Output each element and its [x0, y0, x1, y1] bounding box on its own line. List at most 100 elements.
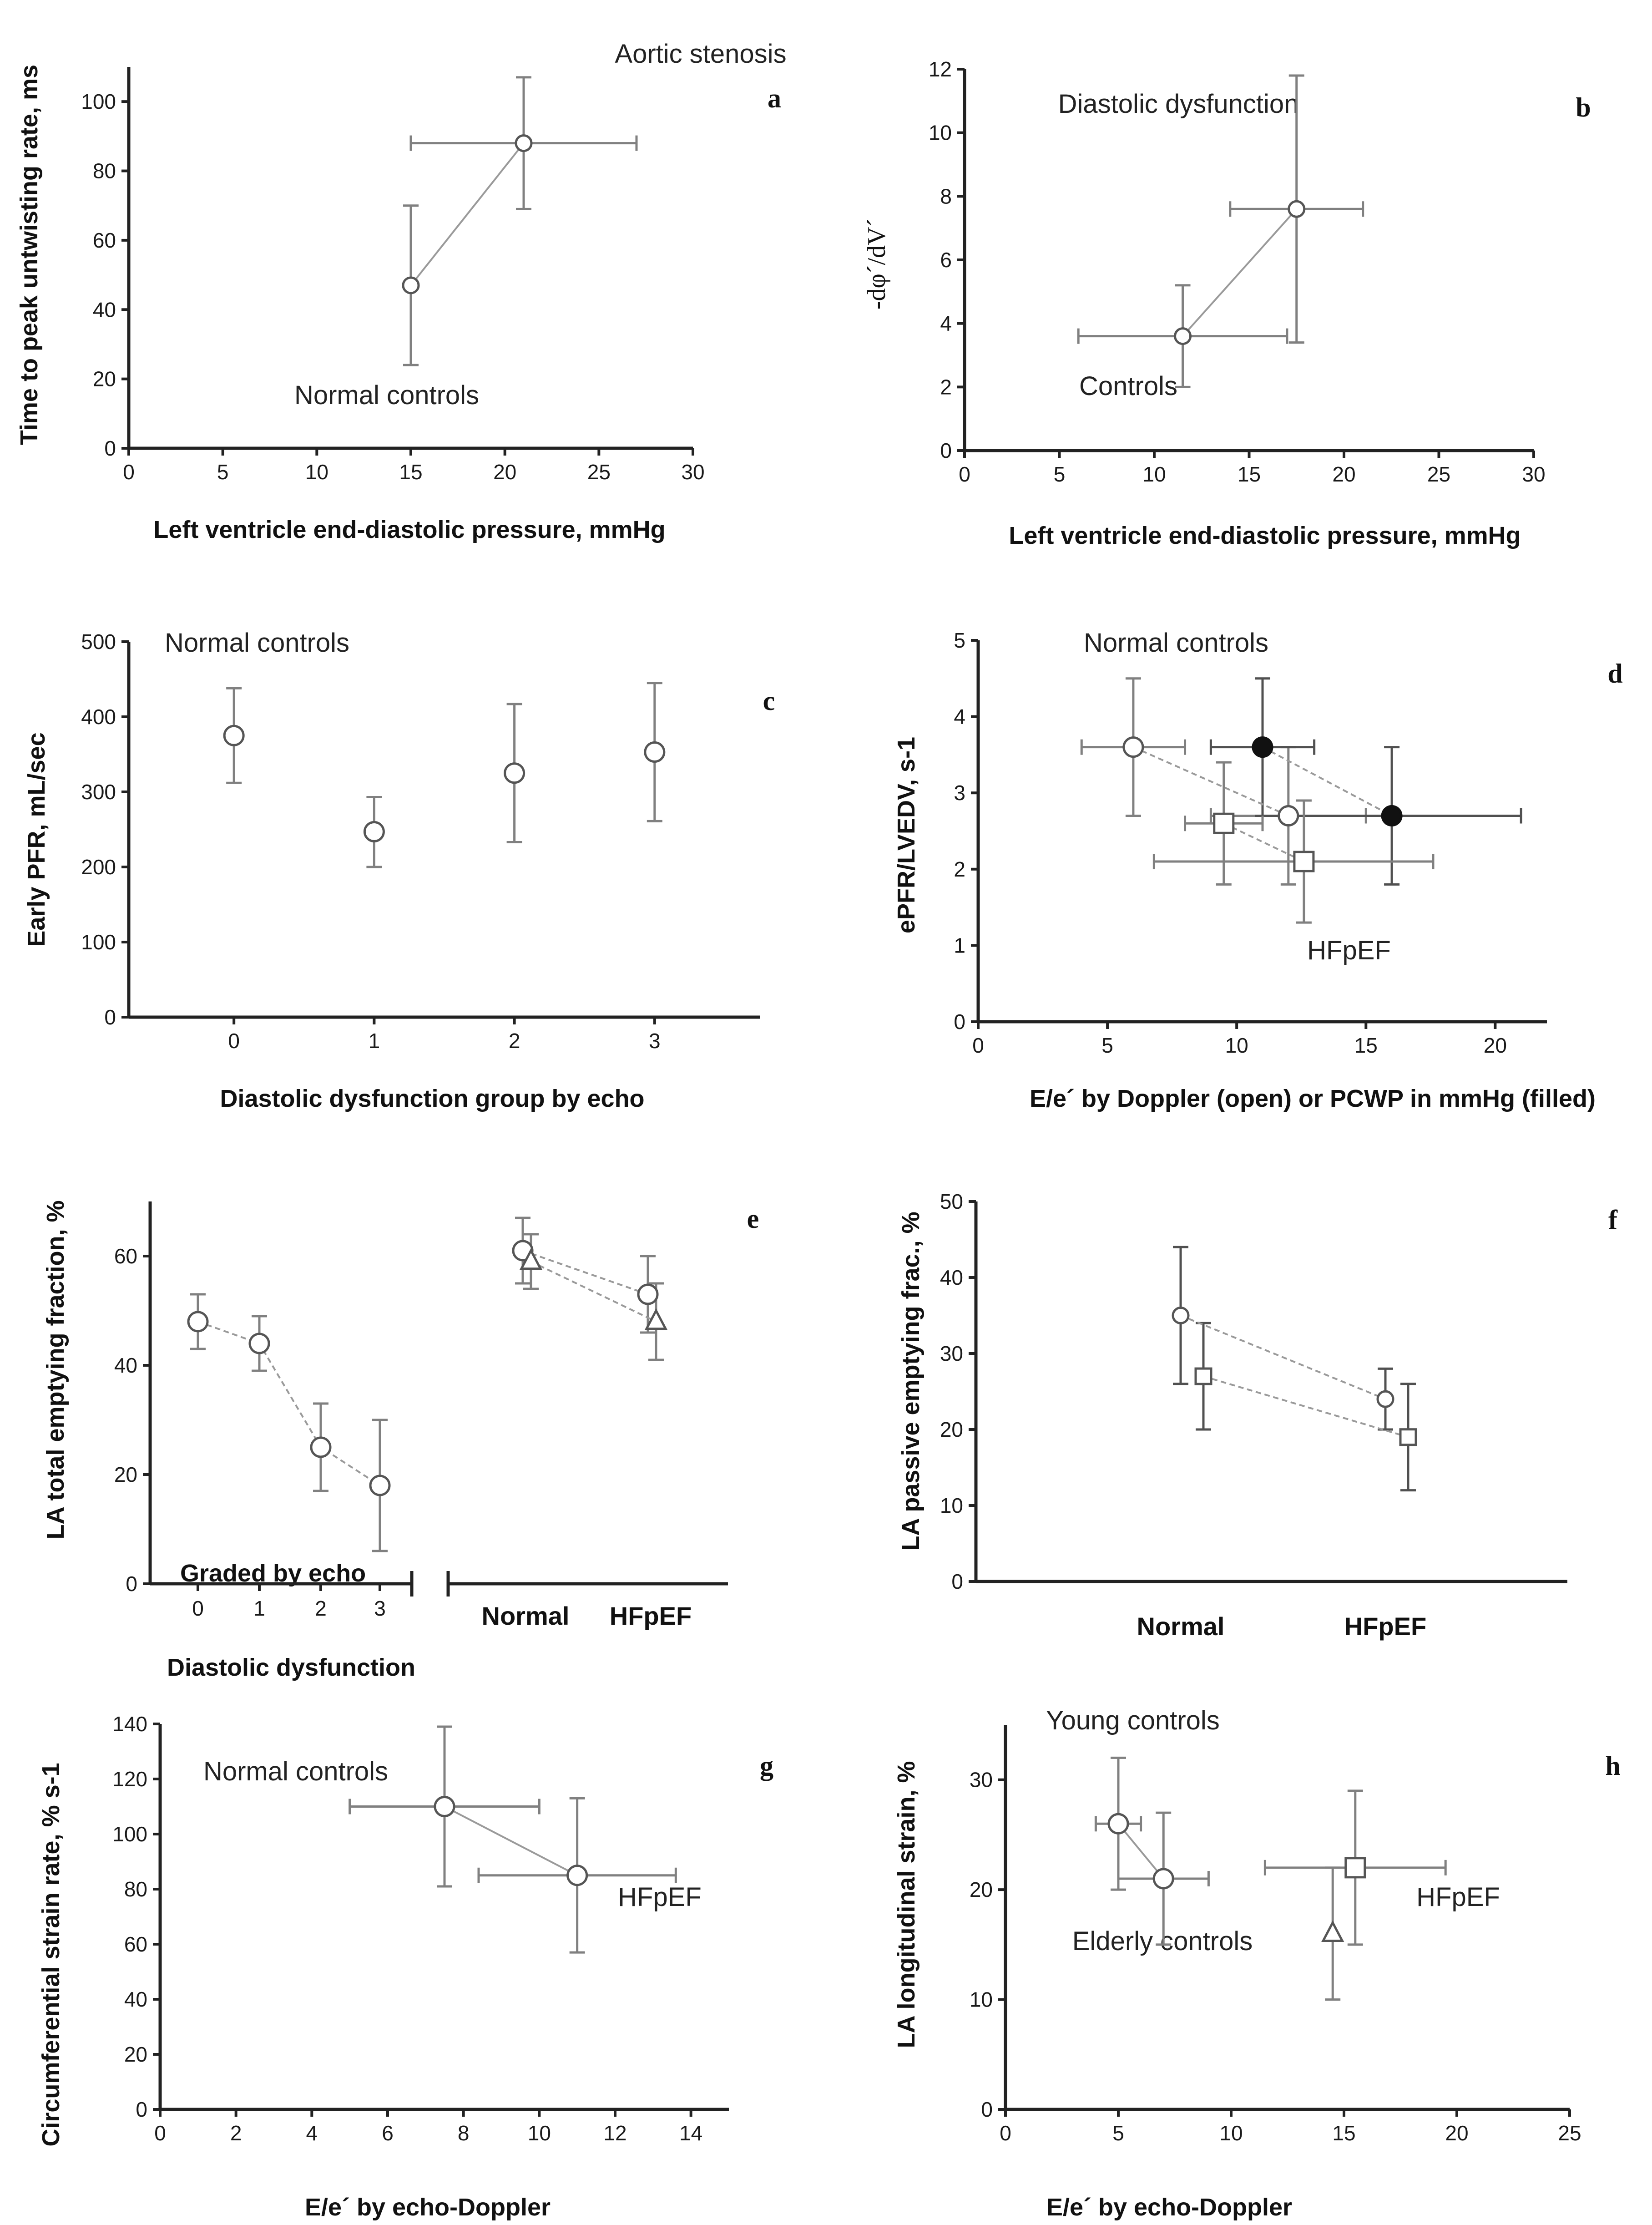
panel-d-series-1-point-0 [1252, 736, 1273, 758]
panel-a-annotation-aortic-stenosis: Aortic stenosis [615, 39, 786, 69]
panel-d-series-2-line [1223, 822, 1304, 862]
panel-b-ytick-label: 8 [940, 184, 952, 208]
panel-d-series-2-point-1 [1293, 851, 1315, 872]
panel-a-ylabel: Time to peak untwisting rate, ms [15, 65, 43, 445]
panel-e-label: e [747, 1204, 759, 1234]
panel-a-xtick-label: 15 [399, 460, 422, 484]
panel-b-xtick-label: 5 [1054, 462, 1066, 486]
panel-d-series-0-line [1133, 746, 1289, 817]
panel-a-ytick-label: 20 [93, 367, 116, 391]
panel-g-ytick-label: 80 [124, 1877, 147, 1901]
panel-c-xlabel: Diastolic dysfunction group by echo [220, 1085, 644, 1112]
panel-a-ytick-label: 100 [81, 90, 116, 113]
panel-a-ytick-label: 80 [93, 159, 116, 183]
panel-e-xtick-label: 2 [315, 1597, 327, 1620]
panel-c-ytick-label: 500 [81, 630, 116, 654]
panel-c-series-0-point-1 [363, 821, 385, 842]
panel-c-ytick-label: 100 [81, 930, 116, 954]
panel-h-xtick-label: 15 [1332, 2121, 1355, 2145]
panel-e-ytick-label: 60 [114, 1244, 137, 1268]
panel-e-xlabel: Diastolic dysfunction [167, 1654, 415, 1681]
panel-c-xtick-label: 2 [509, 1029, 520, 1053]
panel-f-ytick-label: 0 [951, 1570, 963, 1593]
panel-e-series-2-point-0 [519, 1248, 543, 1270]
panel-h-ytick-label: 0 [981, 2098, 993, 2121]
panel-b-ytick-label: 12 [929, 57, 952, 81]
panel-c-label: c [763, 686, 775, 716]
panel-g-ytick-label: 40 [124, 1987, 147, 2011]
panel-g-ytick-label: 60 [124, 1932, 147, 1956]
panel-f-ylabel: LA passive emptying frac., % [897, 1211, 925, 1551]
panel-f-series-1-point-0 [1194, 1367, 1212, 1385]
panel-a-ytick-label: 40 [93, 298, 116, 321]
panel-b-ytick-label: 0 [940, 439, 952, 462]
panel-e-ylabel: LA total emptying fraction, % [42, 1200, 69, 1539]
panel-b-xtick-label: 25 [1427, 462, 1450, 486]
panel-e-xtick-label: 1 [253, 1597, 265, 1620]
panel-b-series-0-line [1182, 208, 1298, 337]
panel-f-ytick-label: 30 [940, 1342, 963, 1365]
panel-a: Time to peak untwisting rate, ms Left ve… [15, 39, 787, 543]
panel-a-series-0-line [410, 142, 525, 286]
panel-b-xtick-label: 20 [1332, 462, 1355, 486]
panel-d-xtick-label: 10 [1225, 1034, 1248, 1057]
panel-e: LA total emptying fraction, % Diastolic … [42, 1200, 759, 1681]
panel-g-xtick-label: 4 [306, 2121, 318, 2145]
panel-g-ytick-label: 20 [124, 2043, 147, 2066]
panel-e-series-2-line [530, 1261, 657, 1323]
panel-h-ytick-label: 20 [970, 1878, 993, 1901]
panel-a-xtick-label: 30 [681, 460, 704, 484]
panel-h: LA longitudinal strain, % E/e´ by echo-D… [893, 1706, 1621, 2221]
panel-d-series-1-point-1 [1381, 805, 1403, 826]
panel-g-annotation-hfpef: HFpEF [618, 1882, 702, 1912]
panel-e-xtick-label: 0 [192, 1597, 204, 1620]
panel-h-xtick-label: 10 [1219, 2121, 1243, 2145]
panel-e-series-1-line [522, 1250, 648, 1295]
panel-b-xtick-label: 10 [1142, 462, 1166, 486]
panel-g-xtick-label: 6 [382, 2121, 394, 2145]
panel-g-xlabel: E/e´ by echo-Doppler [305, 2194, 551, 2221]
panel-d-ytick-label: 2 [954, 857, 965, 881]
panel-h-ytick-label: 30 [970, 1768, 993, 1792]
panel-d-xtick-label: 0 [972, 1034, 984, 1057]
panel-g-ytick-label: 120 [112, 1767, 147, 1791]
panel-g-annotation-normal-controls: Normal controls [203, 1757, 388, 1786]
panel-e-group-label: HFpEF [610, 1602, 692, 1630]
panel-d-xtick-label: 5 [1101, 1034, 1113, 1057]
panel-f-series-0-line [1180, 1314, 1386, 1400]
panel-f: LA passive emptying frac., % f 0 10 20 30 40… [897, 1190, 1618, 1641]
panel-g-xtick-label: 2 [230, 2121, 242, 2145]
panel-g-xtick-label: 8 [458, 2121, 470, 2145]
panel-f-series-0-point-0 [1172, 1307, 1190, 1324]
panel-c-ytick-label: 300 [81, 780, 116, 804]
panel-g-series-0-point-1 [566, 1865, 588, 1886]
panel-d-series-1-line [1262, 746, 1393, 817]
panel-h-xlabel: E/e´ by echo-Doppler [1046, 2194, 1292, 2221]
panel-c-series-0-point-0 [223, 725, 245, 746]
panel-f-ytick-label: 50 [940, 1190, 963, 1213]
panel-d-label: d [1607, 659, 1622, 689]
panel-g-ytick-label: 140 [112, 1712, 147, 1736]
panel-c-xtick-label: 3 [649, 1029, 661, 1053]
panel-e-series-0-point-2 [310, 1436, 332, 1458]
panel-d-series-0-point-0 [1122, 736, 1144, 758]
panel-h-label: h [1605, 1751, 1620, 1781]
panel-g-xtick-label: 12 [603, 2121, 626, 2145]
panel-h-ylabel: LA longitudinal strain, % [893, 1761, 920, 2048]
panel-b-ytick-label: 2 [940, 375, 952, 399]
panel-b-ylabel: -dφ´/dV´ [863, 218, 891, 309]
panel-e-series-0-point-0 [187, 1311, 209, 1333]
panel-e-xtick-label: 3 [374, 1597, 386, 1620]
panel-d-ytick-label: 4 [954, 705, 965, 729]
panel-h-series-1-point-0 [1344, 1857, 1366, 1879]
panel-d-series-2-point-0 [1213, 812, 1235, 834]
panel-d-ytick-label: 1 [954, 933, 965, 957]
panel-g-series-0-line [444, 1805, 578, 1876]
panel-h-series-0-point-0 [1107, 1813, 1129, 1835]
panel-d-ytick-label: 5 [954, 628, 965, 652]
panel-e-ytick-label: 20 [114, 1463, 137, 1486]
panel-b-ytick-label: 4 [940, 312, 952, 335]
panel-h-xtick-label: 0 [1000, 2121, 1011, 2145]
panel-a-label: a [768, 83, 781, 113]
panel-d-xtick-label: 20 [1484, 1034, 1507, 1057]
